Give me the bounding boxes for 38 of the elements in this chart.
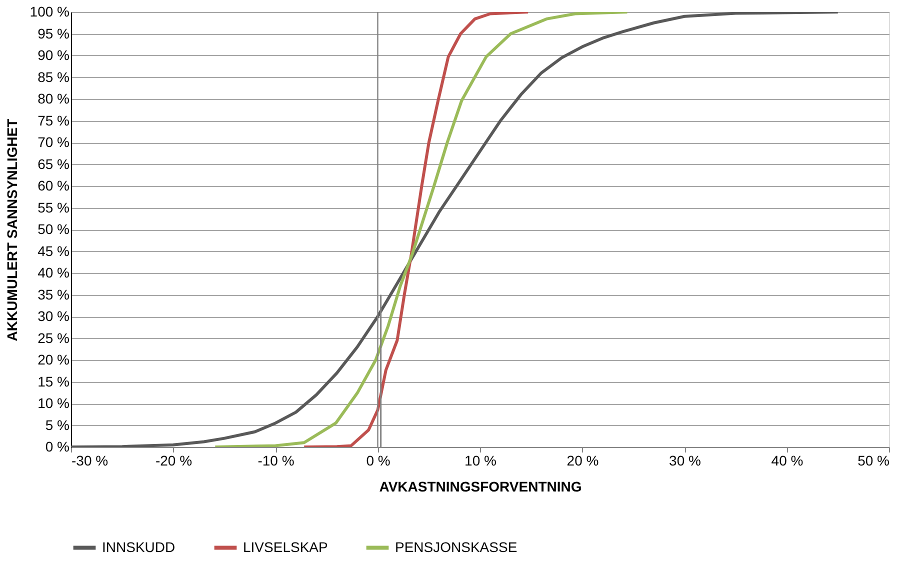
legend-label: INNSKUDD [102, 538, 176, 555]
x-tick-label: 10 % [464, 452, 496, 468]
y-tick-label: 0 % [45, 438, 70, 454]
y-tick-label: 60 % [38, 178, 70, 194]
y-tick-label: 75 % [38, 112, 70, 128]
y-tick-label: 50 % [38, 221, 70, 237]
x-tick-label: -20 % [155, 452, 192, 468]
y-tick-label: 25 % [38, 330, 70, 346]
y-tick-label: 20 % [38, 352, 70, 368]
y-tick-label: 85 % [38, 68, 70, 85]
x-tick-label: 0 % [366, 452, 390, 468]
line-series [214, 12, 629, 447]
y-tick-label: 90 % [38, 47, 70, 63]
x-tick-label: -10 % [258, 452, 294, 468]
x-tick-label: 40 % [771, 452, 804, 468]
y-tick-label: 5 % [45, 416, 70, 433]
y-axis-title: AKKUMULERT SANNSYNLIGHET [4, 118, 20, 342]
y-tick-label: 10 % [38, 395, 70, 411]
y-tick-label: 55 % [38, 199, 70, 216]
y-tick-label: 40 % [38, 264, 70, 280]
line-series [71, 12, 840, 447]
x-tick-label: 50 % [858, 452, 890, 468]
y-tick-label: 95 % [38, 25, 70, 42]
x-tick-label: -30 % [72, 452, 108, 468]
y-tick-label: 15 % [38, 373, 70, 390]
y-tick-label: 100 % [30, 4, 70, 20]
y-tick-label: 70 % [38, 134, 70, 150]
y-tick-label: 35 % [38, 286, 70, 302]
y-tick-label: 30 % [38, 308, 70, 324]
y-tick-label: 65 % [38, 156, 70, 172]
x-axis-title: AVKASTNINGSFORVENTNING [379, 478, 582, 494]
legend-label: LIVSELSKAP [243, 538, 328, 555]
legend-label: PENSJONSKASSE [395, 538, 518, 555]
y-tick-label: 80 % [38, 90, 70, 106]
x-tick-label: 30 % [669, 452, 701, 468]
x-tick-label: 20 % [566, 452, 599, 468]
line-series [302, 12, 530, 447]
y-tick-label: 45 % [38, 242, 70, 259]
